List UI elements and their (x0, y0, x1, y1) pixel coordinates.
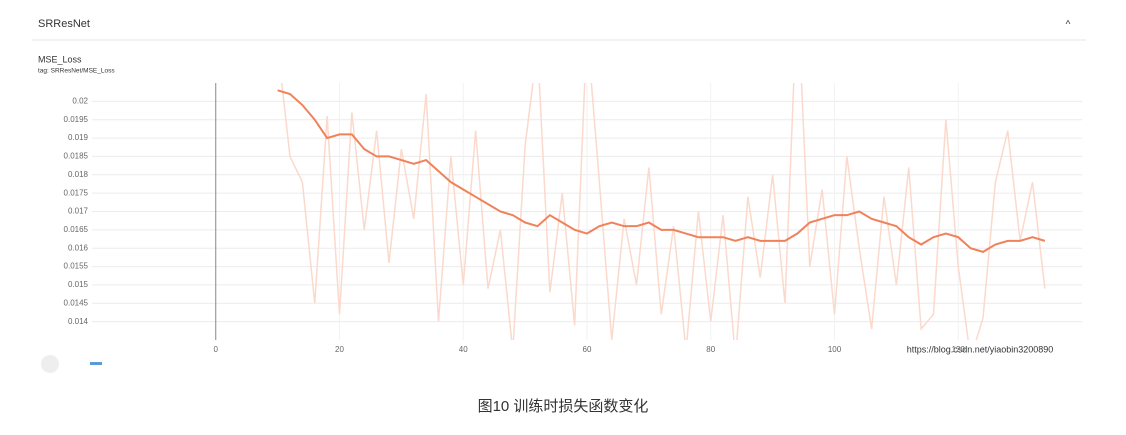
y-tick-label: 0.0195 (64, 115, 89, 124)
y-tick-label: 0.016 (68, 243, 89, 252)
x-tick-label: 120 (952, 345, 966, 354)
caption: 图10 训练时损失函数变化 (478, 398, 649, 415)
y-tick-label: 0.018 (68, 170, 89, 179)
series-line (277, 89, 1046, 253)
plot: 0.014 0.0145 0.015 0.0155 0.016 0.0165 0.017 0.… (64, 83, 1082, 354)
y-tick-label: 0.019 (68, 133, 89, 142)
x-tick-label: 40 (459, 345, 468, 354)
x-tick-label: 100 (828, 345, 842, 354)
icon[interactable] (90, 362, 102, 365)
series-line (280, 83, 1046, 340)
y-tick-label: 0.02 (72, 96, 88, 105)
y-tick-label: 0.0185 (64, 152, 89, 161)
y-tick-label: 0.0145 (64, 298, 89, 307)
collapse-button[interactable]: ^ (1066, 20, 1071, 31)
x-tick-label: 60 (583, 345, 592, 354)
x-tick-label: 80 (706, 345, 715, 354)
chart-title: MSE_Loss (38, 54, 82, 64)
panel-title: SRResNet (38, 18, 90, 30)
y-tick-label: 0.0155 (64, 262, 89, 271)
x-tick-label: 0 (214, 345, 219, 354)
y-tick-label: 0.014 (68, 317, 89, 326)
y-tick-label: 0.017 (68, 207, 89, 216)
icon[interactable] (41, 355, 59, 373)
watermark: https://blog.csdn.net/yiaobin3200890 (907, 344, 1054, 354)
y-tick-label: 0.015 (68, 280, 89, 289)
x-tick-label: 20 (335, 345, 344, 354)
y-tick-label: 0.0175 (64, 188, 89, 197)
y-tick-label: 0.0165 (64, 225, 89, 234)
chart-subtitle: tag: SRResNet/MSE_Loss (38, 68, 115, 75)
